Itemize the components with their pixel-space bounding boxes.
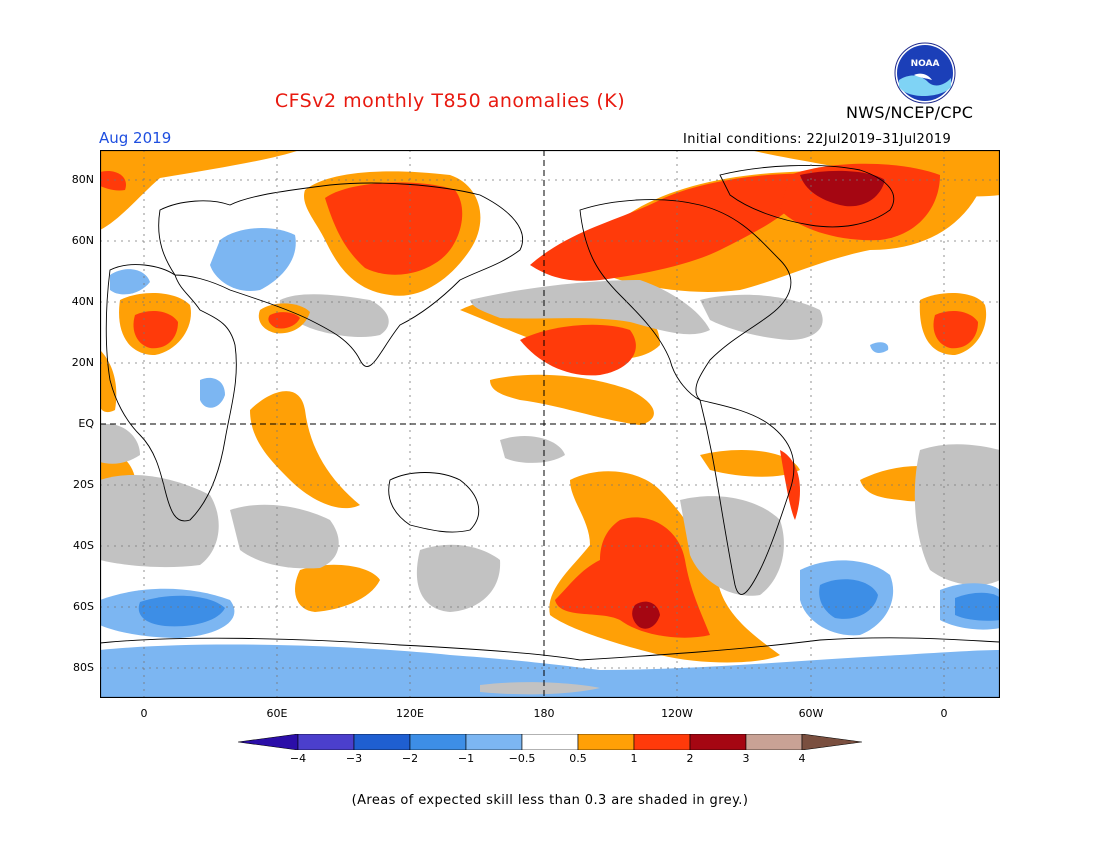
colorbar-label-0-5: 0.5 bbox=[569, 752, 587, 765]
chart-title-text: CFSv2 monthly T850 anomalies (K) bbox=[274, 90, 626, 112]
colorbar-bin-6 bbox=[577, 734, 635, 750]
lat-label-20s: 20S bbox=[73, 478, 94, 491]
low-skill-grey-1 bbox=[470, 280, 710, 335]
colorbar-bin-8 bbox=[689, 734, 747, 750]
colorbar-label-4: 4 bbox=[798, 752, 806, 765]
colorbar-bin-2 bbox=[353, 734, 411, 750]
lon-label-60e: 60E bbox=[266, 707, 288, 720]
anomaly-spac-darkred bbox=[632, 601, 660, 629]
colorbar-bin-1 bbox=[297, 734, 355, 750]
chart-title: CFSv2 monthly T850 anomalies (K) bbox=[0, 90, 1100, 112]
anomaly-antarctic-blue bbox=[100, 644, 1000, 698]
anomaly-arctic-orange bbox=[100, 150, 300, 230]
coastlines bbox=[100, 164, 1000, 661]
lon-label-120w: 120W bbox=[661, 707, 693, 720]
colorbar-label-neg2: −2 bbox=[401, 752, 419, 765]
map-frame bbox=[100, 150, 1000, 698]
forecast-month: Aug 2019 bbox=[99, 129, 172, 147]
lat-label-80s: 80S bbox=[73, 661, 94, 674]
lon-label-0-west: 0 bbox=[140, 707, 148, 720]
colorbar-label-2: 2 bbox=[686, 752, 694, 765]
lon-label-120e: 120E bbox=[396, 707, 424, 720]
noaa-logo: NOAA bbox=[894, 42, 956, 104]
lat-lon-grid bbox=[100, 150, 1000, 698]
lat-label-60n: 60N bbox=[71, 234, 94, 247]
low-skill-grey-3 bbox=[700, 294, 823, 340]
initial-conditions: Initial conditions: 22Jul2019–31Jul2019 bbox=[683, 132, 952, 147]
colorbar-bin-0 bbox=[238, 734, 299, 750]
colorbar-bin-4 bbox=[465, 734, 523, 750]
anomaly-map bbox=[100, 150, 1000, 698]
noaa-logo-text: NOAA bbox=[911, 59, 940, 69]
anomaly-arctic-na-red bbox=[530, 173, 820, 281]
colorbar-bin-9 bbox=[745, 734, 803, 750]
lat-label-80n: 80N bbox=[71, 173, 94, 186]
anomaly-europe-blue bbox=[210, 228, 296, 291]
lon-label-180: 180 bbox=[533, 707, 555, 720]
agency-label: NWS/NCEP/CPC bbox=[846, 103, 974, 122]
colorbar-label-neg1: −1 bbox=[457, 752, 475, 765]
lon-label-60w: 60W bbox=[798, 707, 824, 720]
anomaly-indian-orange bbox=[250, 391, 360, 509]
equator-dateline bbox=[100, 150, 1000, 698]
colorbar-label-neg0-5: −0.5 bbox=[508, 752, 536, 765]
colorbar-label-1: 1 bbox=[630, 752, 638, 765]
anomaly-spac-red bbox=[555, 517, 710, 638]
lat-label-40s: 40S bbox=[73, 539, 94, 552]
lat-label-60s: 60S bbox=[73, 600, 94, 613]
lat-label-40n: 40N bbox=[71, 295, 94, 308]
colorbar-bin-3 bbox=[409, 734, 467, 750]
anomaly-nafrica-red bbox=[133, 310, 178, 349]
colorbar-bin-10 bbox=[801, 734, 862, 750]
colorbar-label-neg4: −4 bbox=[289, 752, 307, 765]
low-skill-grey-s1 bbox=[100, 475, 219, 568]
colorbar-label-neg3: −3 bbox=[345, 752, 363, 765]
colorbar bbox=[238, 734, 862, 750]
low-skill-grey-2 bbox=[279, 294, 389, 338]
colorbar-label-3: 3 bbox=[742, 752, 750, 765]
colorbar-bin-7 bbox=[633, 734, 691, 750]
anomaly-siberia-red bbox=[325, 182, 463, 275]
colorbar-bin-5 bbox=[521, 734, 579, 750]
anomaly-spac-orange bbox=[700, 450, 800, 477]
lat-label-20n: 20N bbox=[71, 356, 94, 369]
skill-footnote: (Areas of expected skill less than 0.3 a… bbox=[351, 793, 749, 808]
lat-label-eq: EQ bbox=[78, 417, 94, 430]
lon-label-0-east: 0 bbox=[940, 707, 948, 720]
